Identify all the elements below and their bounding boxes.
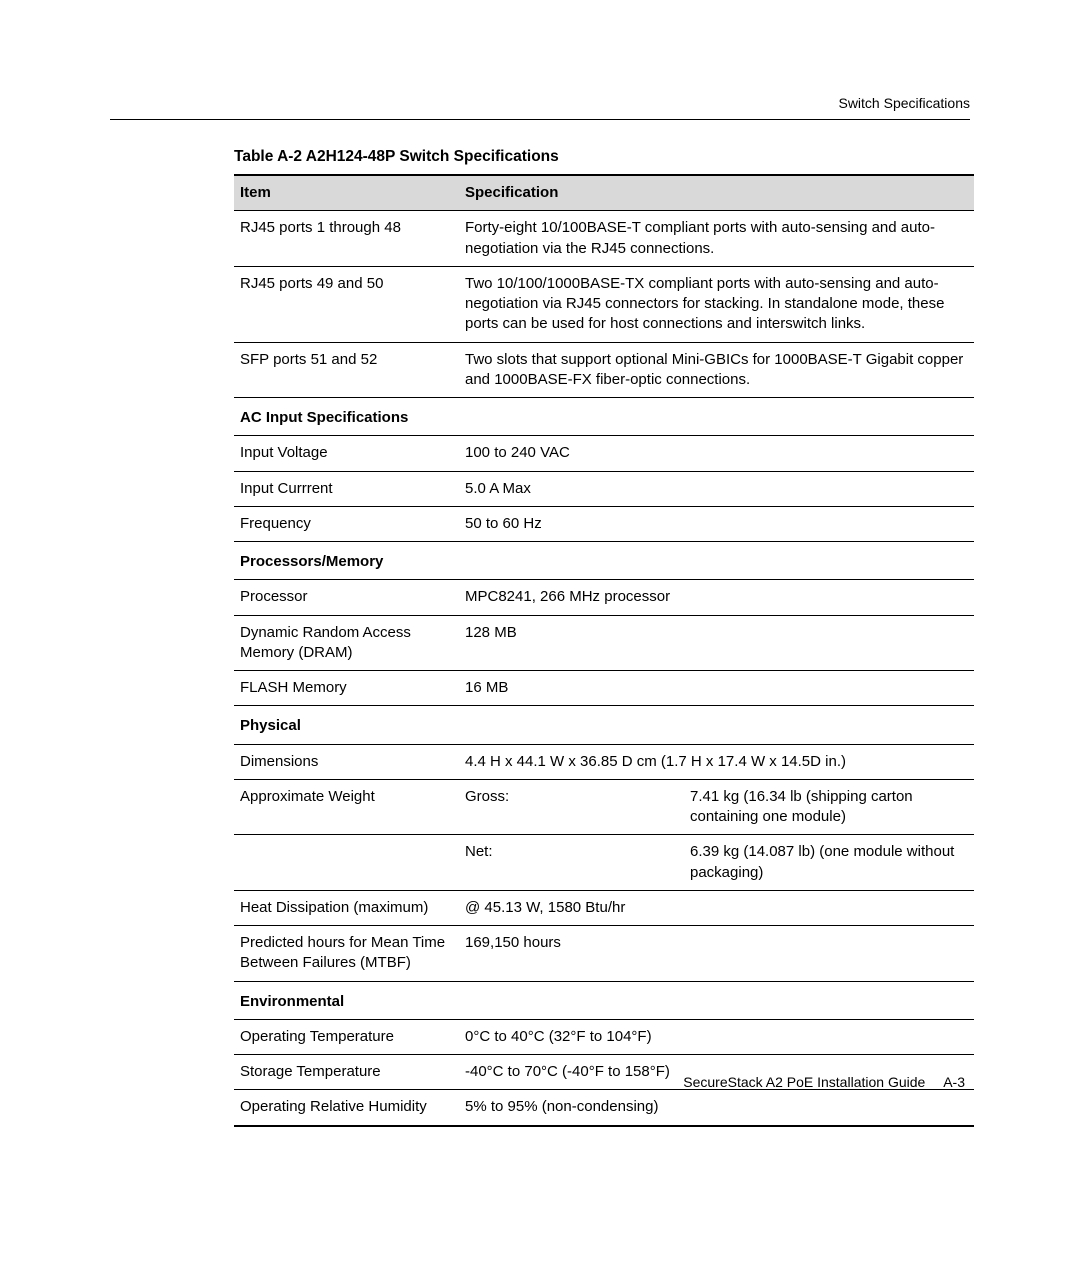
table-row: Heat Dissipation (maximum)@ 45.13 W, 158… [234, 890, 974, 925]
table-row: Approximate WeightGross:7.41 kg (16.34 l… [234, 779, 974, 835]
spec-table-body: ItemSpecificationRJ45 ports 1 through 48… [234, 175, 974, 1126]
section-label: Physical [234, 706, 974, 744]
cell-spec: 0°C to 40°C (32°F to 104°F) [459, 1019, 974, 1054]
footer-page-number: A-3 [943, 1074, 965, 1090]
table-row: Frequency50 to 60 Hz [234, 506, 974, 541]
page: Switch Specifications Table A-2 A2H124-4… [0, 0, 1080, 1270]
section-row: Processors/Memory [234, 542, 974, 580]
cell-spec: 5% to 95% (non-condensing) [459, 1090, 974, 1126]
cell-item: Dynamic Random Access Memory (DRAM) [234, 615, 459, 671]
section-row: Physical [234, 706, 974, 744]
cell-item: RJ45 ports 49 and 50 [234, 266, 459, 342]
table-row: Input Voltage100 to 240 VAC [234, 436, 974, 471]
cell-item: Approximate Weight [234, 779, 459, 835]
table-row: Input Currrent5.0 A Max [234, 471, 974, 506]
table-row: Dynamic Random Access Memory (DRAM)128 M… [234, 615, 974, 671]
cell-spec: 7.41 kg (16.34 lb (shipping carton conta… [684, 779, 974, 835]
cell-spec: 5.0 A Max [459, 471, 974, 506]
section-label: Environmental [234, 981, 974, 1019]
table-row: Operating Temperature0°C to 40°C (32°F t… [234, 1019, 974, 1054]
page-footer: SecureStack A2 PoE Installation Guide A-… [683, 1074, 965, 1090]
cell-item: Heat Dissipation (maximum) [234, 890, 459, 925]
section-label: Processors/Memory [234, 542, 974, 580]
cell-spec: Forty-eight 10/100BASE-T compliant ports… [459, 211, 974, 267]
table-header-row: ItemSpecification [234, 175, 974, 211]
cell-spec: 6.39 kg (14.087 lb) (one module without … [684, 835, 974, 891]
cell-spec: 50 to 60 Hz [459, 506, 974, 541]
spec-table: ItemSpecificationRJ45 ports 1 through 48… [234, 174, 974, 1127]
footer-title: SecureStack A2 PoE Installation Guide [683, 1074, 925, 1090]
table-row: RJ45 ports 49 and 50Two 10/100/1000BASE-… [234, 266, 974, 342]
cell-item: Input Currrent [234, 471, 459, 506]
table-row: RJ45 ports 1 through 48Forty-eight 10/10… [234, 211, 974, 267]
table-row: FLASH Memory16 MB [234, 671, 974, 706]
section-row: Environmental [234, 981, 974, 1019]
cell-spec: @ 45.13 W, 1580 Btu/hr [459, 890, 974, 925]
cell-item: Dimensions [234, 744, 459, 779]
table-row: Predicted hours for Mean Time Between Fa… [234, 926, 974, 982]
running-header: Switch Specifications [110, 95, 970, 111]
header-rule [110, 119, 970, 120]
col-header-spec: Specification [459, 175, 974, 211]
cell-spec: 4.4 H x 44.1 W x 36.85 D cm (1.7 H x 17.… [459, 744, 974, 779]
cell-item: FLASH Memory [234, 671, 459, 706]
cell-sublabel: Net: [459, 835, 684, 891]
cell-spec: 100 to 240 VAC [459, 436, 974, 471]
cell-item: Predicted hours for Mean Time Between Fa… [234, 926, 459, 982]
cell-item: Frequency [234, 506, 459, 541]
cell-spec: 16 MB [459, 671, 974, 706]
table-caption: Table A-2 A2H124-48P Switch Specificatio… [234, 148, 970, 166]
section-label: AC Input Specifications [234, 398, 974, 436]
table-row: SFP ports 51 and 52Two slots that suppor… [234, 342, 974, 398]
col-header-item: Item [234, 175, 459, 211]
cell-spec: MPC8241, 266 MHz processor [459, 580, 974, 615]
cell-item: Input Voltage [234, 436, 459, 471]
cell-sublabel: Gross: [459, 779, 684, 835]
cell-item [234, 835, 459, 891]
table-row: ProcessorMPC8241, 266 MHz processor [234, 580, 974, 615]
table-row: Dimensions4.4 H x 44.1 W x 36.85 D cm (1… [234, 744, 974, 779]
cell-item: Operating Relative Humidity [234, 1090, 459, 1126]
cell-item: Storage Temperature [234, 1055, 459, 1090]
cell-item: Operating Temperature [234, 1019, 459, 1054]
cell-item: RJ45 ports 1 through 48 [234, 211, 459, 267]
cell-spec: 169,150 hours [459, 926, 974, 982]
table-row: Net:6.39 kg (14.087 lb) (one module with… [234, 835, 974, 891]
cell-spec: Two 10/100/1000BASE-TX compliant ports w… [459, 266, 974, 342]
cell-spec: Two slots that support optional Mini-GBI… [459, 342, 974, 398]
cell-item: Processor [234, 580, 459, 615]
cell-item: SFP ports 51 and 52 [234, 342, 459, 398]
cell-spec: 128 MB [459, 615, 974, 671]
table-row: Operating Relative Humidity5% to 95% (no… [234, 1090, 974, 1126]
section-row: AC Input Specifications [234, 398, 974, 436]
